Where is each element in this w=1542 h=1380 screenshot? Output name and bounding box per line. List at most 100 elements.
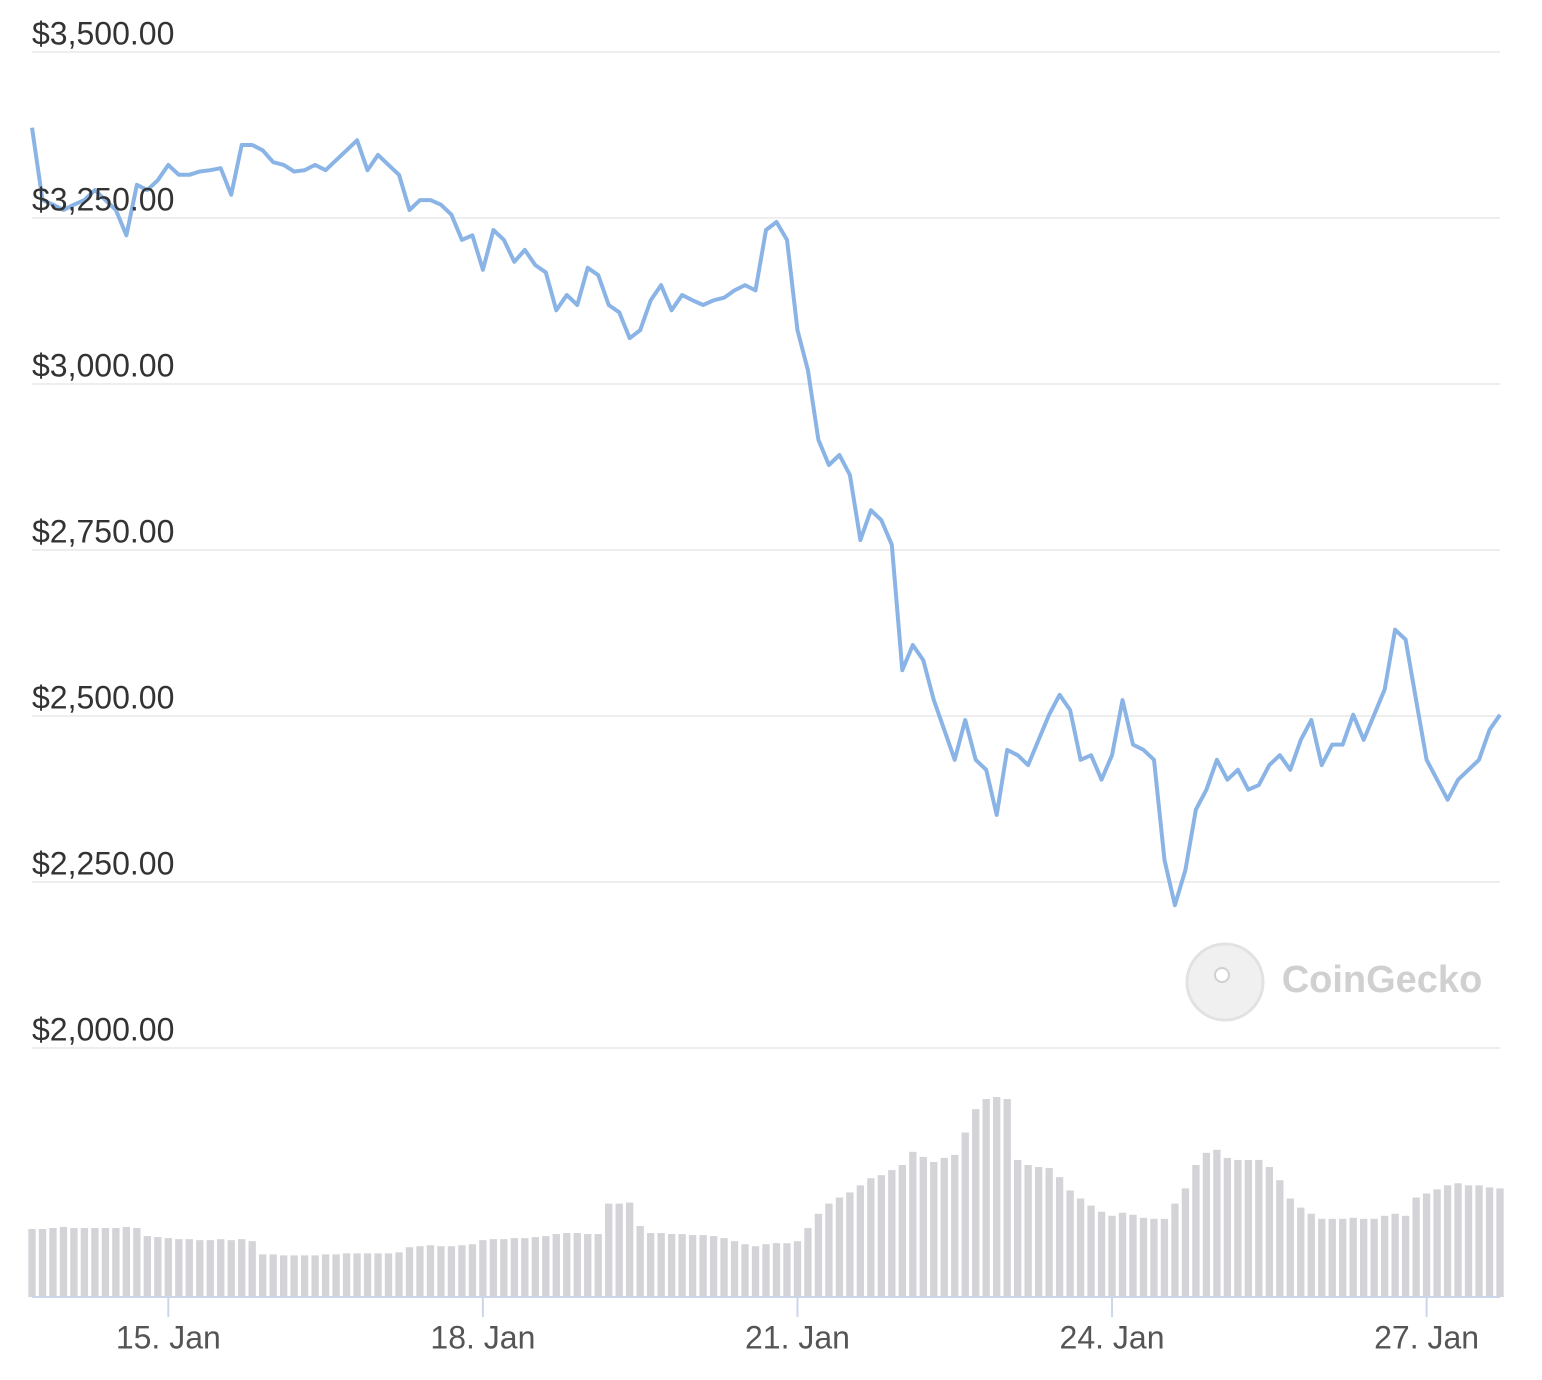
volume-bar <box>1380 1215 1389 1297</box>
volume-bar <box>196 1240 204 1297</box>
volume-bar <box>741 1244 749 1297</box>
x-tick-label: 24. Jan <box>1060 1319 1165 1355</box>
volume-bar <box>1276 1180 1284 1297</box>
volume-bar <box>846 1192 854 1297</box>
volume-bar <box>1066 1190 1074 1297</box>
volume-bar <box>1244 1159 1253 1297</box>
volume-bar <box>122 1226 131 1297</box>
x-tick-label: 15. Jan <box>116 1319 221 1355</box>
price-line <box>30 127 1502 908</box>
volume-bar <box>814 1213 823 1297</box>
volume-bar <box>751 1246 760 1297</box>
volume-bar <box>804 1227 812 1297</box>
volume-bar <box>888 1170 896 1297</box>
volume-bar <box>112 1227 120 1297</box>
volume-bar <box>510 1238 519 1297</box>
volume-bar <box>1318 1218 1326 1297</box>
watermark: CoinGecko <box>1282 959 1483 1001</box>
volume-bar <box>594 1234 602 1297</box>
volume-bar <box>227 1240 235 1297</box>
volume-bar <box>1255 1159 1263 1297</box>
volume-bar <box>1443 1185 1452 1297</box>
volume-bar <box>825 1203 833 1297</box>
volume-bar <box>175 1239 183 1297</box>
volume-bar <box>1003 1099 1011 1297</box>
volume-bar <box>1202 1152 1211 1297</box>
volume-bar <box>143 1236 152 1297</box>
volume-bar <box>154 1237 162 1297</box>
volume-bar <box>91 1227 99 1297</box>
volume-bar <box>1213 1149 1221 1297</box>
volume-bar <box>1307 1213 1315 1297</box>
volume-bar <box>479 1240 487 1297</box>
volume-bar <box>426 1245 435 1297</box>
volume-bar <box>374 1253 382 1297</box>
volume-bar <box>636 1225 644 1297</box>
volume-bar <box>1422 1193 1431 1297</box>
volume-bar <box>1265 1167 1273 1297</box>
x-tick-label: 27. Jan <box>1374 1319 1479 1355</box>
volume-bar <box>1475 1185 1483 1297</box>
volume-bar <box>584 1234 592 1297</box>
volume-bar <box>300 1255 309 1297</box>
volume-bar <box>1464 1185 1473 1297</box>
volume-bar <box>80 1227 89 1297</box>
volume-bar <box>59 1226 68 1297</box>
volume-bar <box>605 1203 613 1297</box>
volume-bar <box>1223 1157 1232 1297</box>
volume-bar <box>416 1246 424 1297</box>
volume-bar <box>1034 1167 1043 1297</box>
volume-bar <box>772 1243 781 1297</box>
volume-bar <box>1297 1207 1305 1297</box>
volume-bar <box>552 1234 560 1297</box>
volume-bar <box>982 1099 990 1297</box>
volume-bar <box>1097 1211 1106 1297</box>
volume-bar <box>783 1243 791 1297</box>
x-tick-label: 18. Jan <box>430 1319 535 1355</box>
volume-bar <box>762 1244 770 1297</box>
volume-bar <box>1087 1205 1095 1297</box>
volume-bar <box>678 1234 686 1297</box>
volume-bar <box>133 1227 141 1297</box>
volume-bar <box>38 1228 47 1297</box>
volume-bar <box>919 1156 927 1297</box>
volume-bar <box>730 1241 739 1297</box>
volume-bar <box>437 1246 445 1297</box>
volume-bar <box>1160 1218 1169 1297</box>
y-tick-label: $2,000.00 <box>32 1011 174 1047</box>
volume-bar <box>793 1241 802 1297</box>
volume-bar <box>940 1157 948 1297</box>
volume-bar <box>1013 1159 1022 1297</box>
volume-bar <box>1360 1218 1368 1297</box>
volume-bar <box>405 1247 414 1297</box>
volume-bar <box>1485 1187 1494 1297</box>
volume-bar <box>1118 1212 1127 1297</box>
volume-bar <box>688 1235 697 1297</box>
volume-bar <box>1286 1198 1294 1297</box>
volume-bar <box>1496 1188 1504 1297</box>
volume-bar <box>1108 1215 1116 1297</box>
y-tick-label: $3,250.00 <box>32 181 174 217</box>
volume-bar <box>898 1165 906 1297</box>
volume-bar <box>1234 1159 1242 1297</box>
volume-bar <box>384 1253 393 1297</box>
volume-bar <box>311 1255 319 1297</box>
volume-bar <box>1181 1188 1190 1297</box>
volume-bar <box>164 1238 172 1297</box>
volume-bar <box>1171 1203 1179 1297</box>
volume-bar <box>646 1233 655 1297</box>
volume-bar <box>877 1175 886 1297</box>
volume-bar <box>993 1097 1001 1297</box>
volume-bar <box>290 1255 298 1297</box>
volume-bar <box>972 1109 980 1297</box>
volume-bar <box>395 1252 403 1297</box>
volume-bar <box>615 1203 623 1297</box>
volume-bar <box>269 1254 277 1297</box>
volume-bar <box>1433 1189 1441 1297</box>
volume-bar <box>248 1241 256 1297</box>
volume-bar <box>720 1238 728 1297</box>
volume-bar <box>206 1240 214 1297</box>
volume-bar <box>458 1245 466 1297</box>
volume-bar <box>353 1253 361 1297</box>
